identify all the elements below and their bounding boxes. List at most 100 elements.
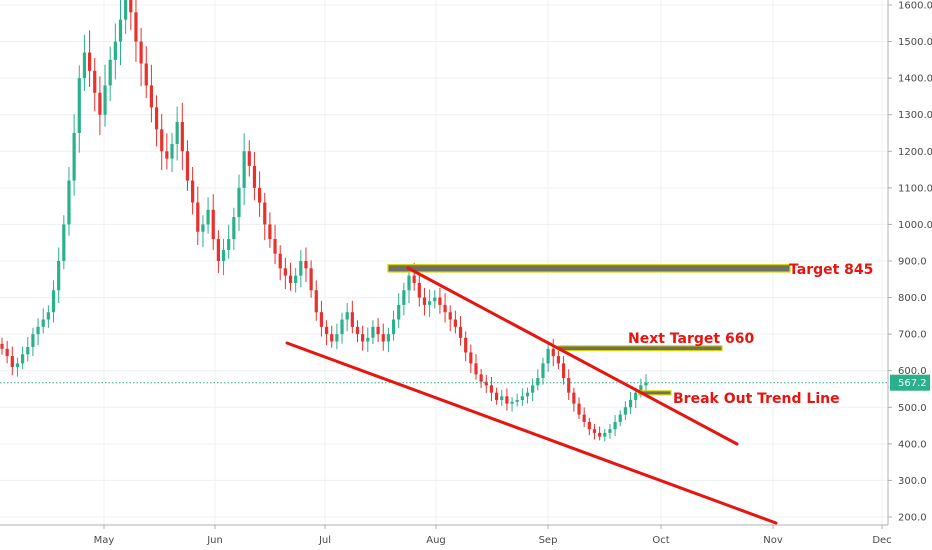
candle-body <box>510 401 514 404</box>
candle-body <box>350 312 354 327</box>
x-tick-label: Oct <box>652 535 669 546</box>
candle-body <box>587 421 591 430</box>
candle-body <box>21 354 25 364</box>
candle <box>458 316 463 346</box>
candle <box>67 167 71 236</box>
y-tick-label: 300.0 <box>898 476 927 487</box>
candle <box>366 327 370 353</box>
candle <box>510 397 514 412</box>
candle-body <box>108 59 112 86</box>
candle-body <box>196 202 200 232</box>
candle-body <box>428 301 432 305</box>
candle <box>479 368 483 389</box>
candle <box>191 167 195 215</box>
candle <box>355 320 360 343</box>
candle-body <box>618 414 622 422</box>
candle <box>113 23 117 80</box>
candle <box>206 197 210 234</box>
candle <box>309 260 313 298</box>
candle-body <box>31 334 35 347</box>
candle <box>124 0 128 34</box>
candle-body <box>458 326 463 338</box>
candle-body <box>407 275 411 291</box>
candle-body <box>46 312 50 320</box>
candle-body <box>103 85 107 115</box>
candle <box>628 392 633 415</box>
candle-body <box>345 312 349 320</box>
candle-body <box>567 378 571 393</box>
candle-body <box>391 319 396 335</box>
candle <box>216 230 220 274</box>
candle-body <box>294 275 298 283</box>
candle <box>417 275 421 307</box>
candle <box>319 300 324 337</box>
candle-body <box>211 209 215 240</box>
candle <box>108 46 112 102</box>
candle-body <box>10 356 14 368</box>
candle-body <box>314 290 318 313</box>
candle <box>371 320 375 345</box>
candle <box>350 300 354 334</box>
candle <box>546 340 550 372</box>
candle <box>515 393 519 407</box>
candle-body <box>515 399 519 402</box>
candle-body <box>613 421 617 430</box>
y-tick-label: 900.0 <box>898 257 927 268</box>
candle-body <box>505 396 509 404</box>
candle-body <box>494 392 499 400</box>
candle <box>57 247 61 304</box>
candle-body <box>561 363 566 379</box>
candle <box>484 374 488 393</box>
candle-body <box>144 63 148 86</box>
y-tick-label: 700.0 <box>898 330 927 341</box>
candle-body <box>237 187 241 218</box>
trend-lines <box>285 266 778 525</box>
candle-body <box>41 319 45 327</box>
candle <box>361 325 365 351</box>
candle <box>587 417 591 436</box>
candle-body <box>134 12 138 42</box>
candle <box>608 423 612 439</box>
y-tick-label: 1400.0 <box>898 74 932 85</box>
candle-body <box>355 326 360 335</box>
candle-body <box>324 326 329 335</box>
candle <box>345 303 349 332</box>
candle-body <box>608 429 612 433</box>
candle <box>422 287 427 316</box>
candle <box>598 426 602 441</box>
candle-body <box>129 0 133 13</box>
candle-body <box>484 381 488 386</box>
candle-body <box>340 319 344 335</box>
candle <box>386 327 390 353</box>
candle <box>438 287 442 314</box>
candle-body <box>520 396 524 400</box>
candle <box>469 344 473 374</box>
candle-body <box>206 209 210 225</box>
candle <box>258 171 262 217</box>
candle-body <box>185 151 190 181</box>
x-tick-label: Aug <box>426 535 446 546</box>
candle <box>242 133 246 206</box>
candle-body <box>541 363 545 379</box>
candle-body <box>201 224 205 232</box>
candle-body <box>124 0 128 20</box>
candle <box>252 151 257 201</box>
candle-body <box>309 268 313 291</box>
candle <box>93 57 97 112</box>
candle <box>98 76 102 136</box>
candle <box>330 325 334 348</box>
candle <box>402 282 406 316</box>
candle-body <box>422 297 427 305</box>
candle <box>494 387 499 405</box>
candle <box>31 327 35 356</box>
candle-body <box>525 392 530 397</box>
candle-body <box>546 348 550 364</box>
candle-body <box>221 250 226 261</box>
candle <box>36 318 40 346</box>
candle <box>175 106 179 161</box>
candle <box>561 355 566 385</box>
candle-body <box>592 429 597 433</box>
candle <box>381 323 385 351</box>
candle-body <box>160 129 164 152</box>
